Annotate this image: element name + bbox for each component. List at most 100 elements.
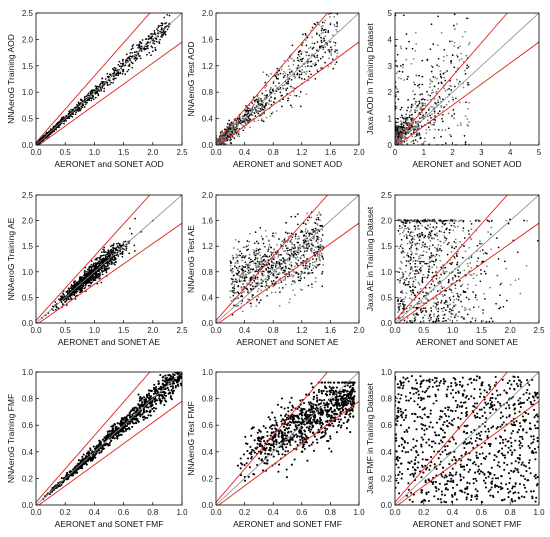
data-point <box>424 140 426 143</box>
data-point <box>112 244 115 247</box>
data-point <box>269 115 272 118</box>
data-point <box>499 294 501 297</box>
data-point <box>308 244 310 246</box>
data-point <box>309 232 312 235</box>
data-point <box>304 264 307 267</box>
data-point <box>255 257 258 260</box>
data-point <box>260 107 262 110</box>
data-point <box>453 222 456 225</box>
data-point <box>120 244 122 247</box>
data-point <box>450 62 453 65</box>
data-point <box>334 63 337 66</box>
data-point <box>35 145 37 147</box>
data-point <box>244 266 246 269</box>
data-point <box>101 85 104 88</box>
data-point <box>247 248 250 251</box>
data-point <box>94 275 96 278</box>
data-point <box>115 69 117 72</box>
data-point <box>255 247 258 250</box>
data-point <box>223 143 225 145</box>
data-point <box>155 40 158 43</box>
data-point <box>290 241 293 244</box>
data-point <box>109 74 112 76</box>
data-point <box>254 101 257 103</box>
y-tick-label: 1.2 <box>202 62 214 71</box>
data-point <box>290 248 293 251</box>
plot-area <box>216 195 359 323</box>
data-point <box>324 31 327 33</box>
data-point <box>401 116 404 119</box>
data-point <box>124 73 127 75</box>
data-point <box>278 272 281 274</box>
data-point <box>435 92 438 94</box>
data-point <box>134 250 136 252</box>
data-point <box>308 232 310 235</box>
data-point <box>330 48 333 51</box>
data-point <box>86 280 88 283</box>
data-point <box>464 69 466 72</box>
data-point <box>246 240 249 242</box>
data-point <box>292 60 295 63</box>
y-tick-label: 0.8 <box>202 268 214 277</box>
data-point <box>304 32 307 35</box>
data-point <box>259 260 262 263</box>
data-point <box>231 290 234 292</box>
data-point <box>62 116 65 118</box>
data-point <box>109 254 112 257</box>
data-point <box>414 122 417 124</box>
data-point <box>431 89 434 92</box>
data-point <box>285 267 287 269</box>
data-point <box>463 135 466 137</box>
data-point <box>278 253 281 256</box>
data-point <box>270 86 272 89</box>
data-point <box>466 67 468 69</box>
data-point <box>405 117 408 120</box>
data-point <box>111 68 114 70</box>
data-point <box>322 264 325 266</box>
data-point <box>420 93 422 95</box>
data-point <box>305 39 307 41</box>
data-point <box>459 124 462 126</box>
data-point <box>230 138 232 141</box>
data-point <box>274 75 277 77</box>
data-point <box>98 277 101 280</box>
data-point <box>464 141 467 143</box>
data-point <box>290 232 293 235</box>
data-point <box>111 244 114 247</box>
data-point <box>414 265 417 268</box>
data-point <box>130 232 133 235</box>
data-point <box>323 37 325 40</box>
data-point <box>289 298 291 300</box>
data-point <box>423 98 426 101</box>
data-point <box>284 279 287 281</box>
data-point <box>261 255 264 258</box>
data-point <box>277 261 280 263</box>
data-point <box>126 70 129 73</box>
data-point <box>315 258 318 260</box>
data-point <box>260 265 263 268</box>
data-point <box>294 280 296 283</box>
data-point <box>240 294 243 297</box>
data-point <box>237 240 240 243</box>
data-point <box>96 282 99 285</box>
data-point <box>270 112 273 115</box>
data-point <box>253 120 256 123</box>
data-point <box>417 227 419 230</box>
data-point <box>159 38 161 41</box>
y-tick-label: 2.0 <box>22 35 34 44</box>
data-point <box>505 267 508 270</box>
data-point <box>426 59 429 61</box>
data-point <box>263 106 266 109</box>
data-point <box>70 109 72 111</box>
data-point <box>466 64 469 67</box>
data-point <box>231 287 234 289</box>
data-point <box>168 14 171 17</box>
data-point <box>303 238 306 241</box>
data-point <box>244 120 247 122</box>
data-point <box>93 268 95 271</box>
data-point <box>295 233 297 235</box>
data-point <box>296 223 299 226</box>
data-point <box>314 77 317 80</box>
data-point <box>398 130 401 132</box>
data-point <box>439 73 442 76</box>
